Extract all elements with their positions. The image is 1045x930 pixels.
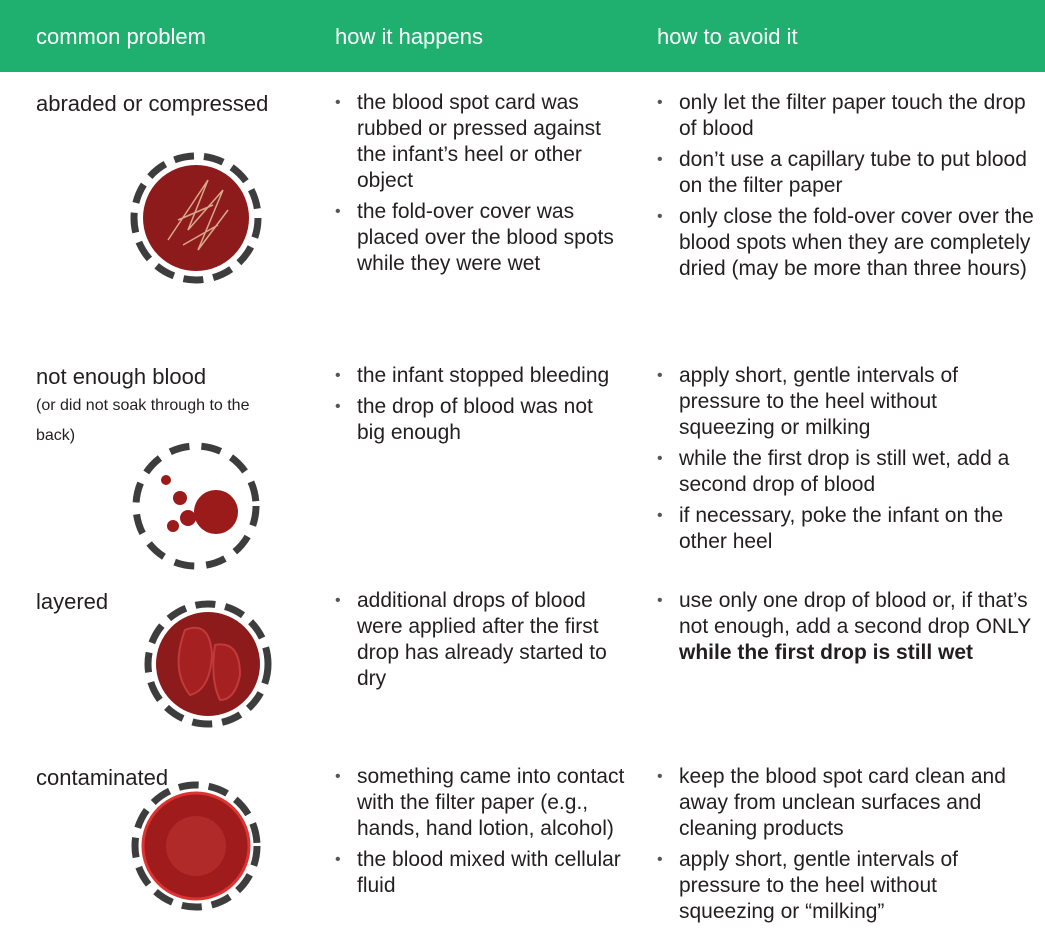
cause-item: something came into contact with the fil… <box>335 764 625 842</box>
fix-item: only close the fold-over cover over the … <box>657 204 1037 282</box>
fix-text: use only one drop of blood or, if that’s… <box>679 589 1031 638</box>
causes-list: the blood spot card was rubbed or presse… <box>335 90 625 282</box>
fixes-list: keep the blood spot card clean and away … <box>657 764 1037 930</box>
causes-list: additional drops of blood were applied a… <box>335 588 625 697</box>
causes-list: something came into contact with the fil… <box>335 764 625 904</box>
contaminated-spot-icon <box>131 781 261 911</box>
fix-item: only let the filter paper touch the drop… <box>657 90 1037 142</box>
fixes-list: only let the filter paper touch the drop… <box>657 90 1037 287</box>
fix-item: don’t use a capillary tube to put blood … <box>657 147 1037 199</box>
cause-item: the fold-over cover was placed over the … <box>335 199 625 277</box>
column-header: common problem <box>36 24 206 49</box>
problem-title: layered <box>36 588 286 616</box>
header-bar: common problem how it happens how to avo… <box>0 0 1045 72</box>
fix-item: apply short, gentle intervals of pressur… <box>657 847 1037 925</box>
fix-item: if necessary, poke the infant on the oth… <box>657 503 1037 555</box>
fix-item: use only one drop of blood or, if that’s… <box>657 588 1037 666</box>
causes-list: the infant stopped bleeding the drop of b… <box>335 363 625 451</box>
fix-item: while the first drop is still wet, add a… <box>657 446 1037 498</box>
fixes-list: apply short, gentle intervals of pressur… <box>657 363 1037 560</box>
cause-item: the infant stopped bleeding <box>335 363 625 389</box>
cause-item: the drop of blood was not big enough <box>335 394 625 446</box>
layered-spot-icon <box>144 600 272 728</box>
problem-title: contaminated <box>36 764 286 792</box>
problem-title: not enough blood (or did not soak through… <box>36 363 286 451</box>
abraded-spot-icon <box>130 152 262 284</box>
column-header: how to avoid it <box>657 24 798 49</box>
insufficient-spot-icon <box>132 442 260 570</box>
problem-name: not enough blood <box>36 364 207 389</box>
problem-name: abraded or compressed <box>36 91 269 116</box>
fixes-list: use only one drop of blood or, if that’s… <box>657 588 1037 671</box>
cause-item: additional drops of blood were applied a… <box>335 588 625 692</box>
column-header: how it happens <box>335 24 483 49</box>
problem-name: contaminated <box>36 765 169 790</box>
fix-emphasis: while the first drop is still wet <box>679 641 974 664</box>
fix-item: apply short, gentle intervals of pressur… <box>657 363 1037 441</box>
problem-note: (or did not soak through to the back) <box>36 397 250 444</box>
cause-item: the blood mixed with cellular fluid <box>335 847 625 899</box>
problem-name: layered <box>36 589 109 614</box>
problem-title: abraded or compressed <box>36 90 286 118</box>
fix-item: keep the blood spot card clean and away … <box>657 764 1037 842</box>
cause-item: the blood spot card was rubbed or presse… <box>335 90 625 194</box>
